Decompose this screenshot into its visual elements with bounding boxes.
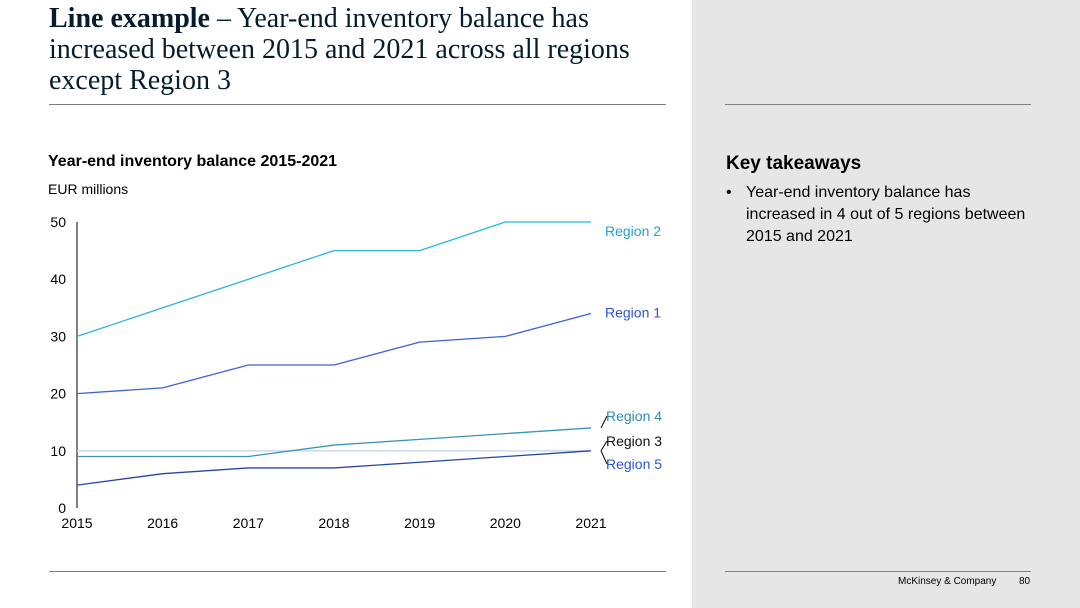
key-takeaways-list: Year-end inventory balance has increased…: [726, 182, 1026, 248]
chart-unit-label: EUR millions: [48, 181, 129, 197]
series-label-region-3: Region 3: [606, 433, 662, 449]
y-tick-label: 50: [50, 214, 66, 230]
footer-divider-left: [49, 571, 666, 572]
y-tick-label: 30: [50, 328, 66, 344]
series-line-region-1: [76, 312, 592, 395]
leader-line-region-5: [600, 450, 608, 465]
series-label-region-4: Region 4: [606, 408, 662, 424]
leader-line-region-4: [600, 415, 608, 429]
y-tick-label: 20: [50, 386, 66, 402]
series-label-region-1: Region 1: [605, 305, 661, 321]
series-label-region-2: Region 2: [605, 223, 661, 239]
leader-line-region-3: [600, 440, 608, 452]
x-tick-label: 2017: [233, 515, 264, 531]
footer-divider-right: [725, 571, 1031, 572]
slide-title-rest: – Year-end inventory balance has increas…: [49, 3, 630, 96]
y-tick-label: 40: [50, 271, 66, 287]
key-takeaways-title: Key takeaways: [726, 153, 862, 174]
x-tick-label: 2015: [61, 515, 92, 531]
y-tick-label: 10: [50, 443, 66, 459]
chart-title: Year-end inventory balance 2015-2021: [48, 153, 338, 170]
takeaways-panel-background: [692, 0, 1080, 608]
x-tick-label: 2019: [404, 515, 435, 531]
x-tick-label: 2016: [147, 515, 178, 531]
x-tick-label: 2021: [575, 515, 606, 531]
series-line-region-2: [76, 221, 591, 338]
y-tick-label: 0: [58, 500, 66, 516]
takeaway-item: Year-end inventory balance has increased…: [726, 182, 1026, 248]
series-line-region-4: [77, 427, 592, 458]
series-label-region-5: Region 5: [606, 456, 662, 472]
title-divider: [49, 104, 666, 105]
footer-brand: McKinsey & Company: [898, 576, 997, 587]
slide-title: Line example – Year-end inventory balanc…: [49, 3, 669, 96]
page-number: 80: [1019, 576, 1031, 587]
panel-top-divider: [725, 104, 1031, 105]
x-tick-label: 2020: [490, 515, 521, 531]
series-line-region-5: [76, 450, 592, 486]
x-tick-label: 2018: [318, 515, 349, 531]
slide-title-bold: Line example: [49, 3, 210, 34]
